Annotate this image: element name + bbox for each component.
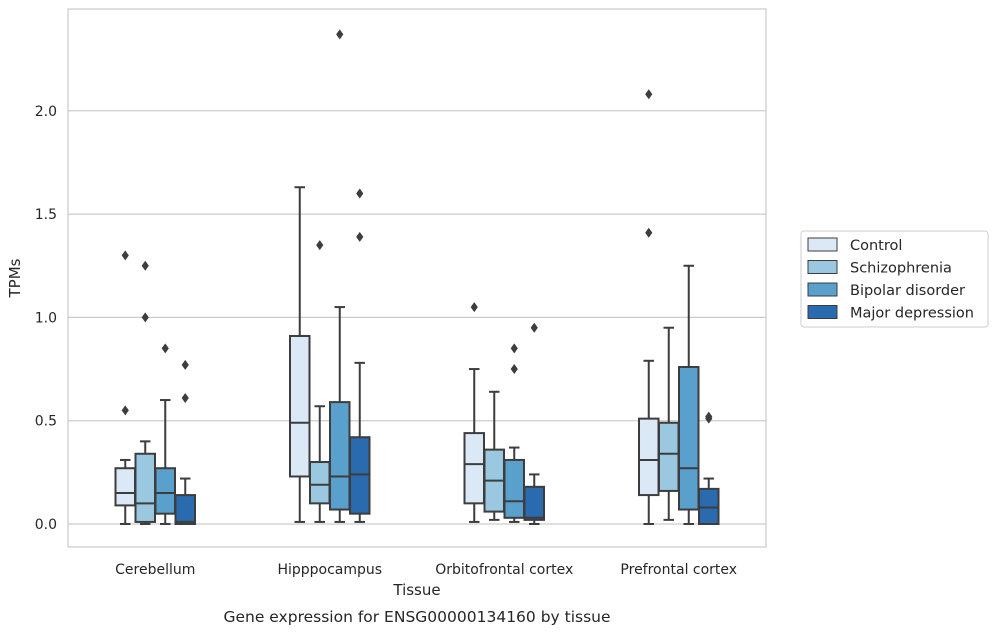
legend-swatch [807,305,838,319]
outlier-point [161,343,169,354]
y-tick-label: 0.0 [35,517,57,533]
box-iqr [678,365,700,511]
outlier-point [141,312,149,323]
box-iqr [114,467,136,507]
box-3-3 [698,411,720,525]
box-2-1 [483,390,505,521]
legend-entry: Bipolar disorder [850,283,965,299]
box-1-0 [289,186,311,523]
x-tick-labels: Cerebellum Hipppocampus Orbitofrontal cort… [115,562,737,578]
outlier-point [645,227,653,238]
box-iqr [638,417,660,497]
box-iqr [698,487,720,525]
box-3-0 [638,89,660,525]
outlier-point [121,250,129,261]
y-tick-label: 1.5 [35,207,57,223]
box-0-3 [174,359,196,525]
legend-entry: Control [850,238,902,254]
x-tick-label: Orbitofrontal cortex [435,562,573,578]
legend-entry: Major depression [850,306,974,322]
legend-swatch [807,237,838,252]
box-2-2 [503,343,525,523]
outlier-point [141,260,149,271]
box-3-2 [678,264,700,525]
outlier-point [336,29,344,40]
box-iqr [174,494,196,525]
box-iqr [329,401,351,511]
x-axis-label: Tissue [392,581,440,599]
y-tick-labels: 0.0 0.5 1.0 1.5 2.0 [35,104,57,533]
outlier-point [705,411,713,422]
box-3-1 [658,326,680,521]
legend-frame [800,230,989,328]
box-2-3 [523,322,545,525]
outlier-point [530,322,538,333]
y-tick-label: 0.5 [35,414,57,430]
outlier-point [510,364,518,375]
x-tick-label: Hipppocampus [277,562,382,578]
outlier-point [181,392,189,403]
y-tick-label: 2.0 [35,104,57,120]
x-tick-label: Prefrontal cortex [620,562,737,578]
x-tick-label: Cerebellum [115,562,195,578]
box-0-0 [114,250,136,525]
plot-marks [114,29,720,525]
outlier-point [316,240,324,251]
box-1-3 [349,188,371,523]
legend-entry: Schizophrenia [850,261,952,277]
y-axis-label: TPMs [6,258,24,298]
box-iqr [503,458,525,519]
legend-swatch [807,282,838,297]
box-iqr [349,436,371,515]
box-iqr [289,334,311,478]
outlier-point [181,359,189,370]
box-iqr [134,452,156,523]
outlier-point [510,343,518,354]
box-1-1 [309,240,331,523]
y-tick-label: 1.0 [35,310,57,326]
chart-caption: Gene expression for ENSG00000134160 by t… [223,608,610,626]
outlier-point [356,188,364,199]
outlier-point [470,302,478,313]
legend-swatch [807,260,838,274]
box-iqr [154,467,176,515]
outlier-point [356,231,364,242]
box-iqr [523,485,545,521]
box-2-0 [463,302,485,523]
box-iqr [658,421,680,492]
outlier-point [121,405,129,416]
box-iqr [309,461,331,505]
box-iqr [463,432,485,505]
outlier-point [645,89,653,100]
plot-frame [67,8,767,548]
legend: Control Schizophrenia Bipolar disorder Majo… [800,230,989,328]
box-0-2 [154,343,176,525]
